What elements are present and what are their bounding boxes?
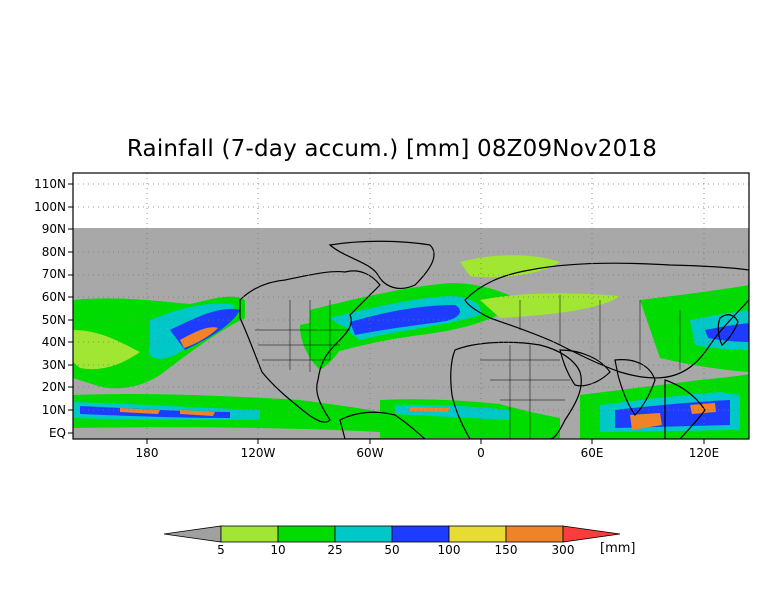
rain-pacific-lightgreen <box>73 330 140 370</box>
map-title: Rainfall (7-day accum.) [mm] 08Z09Nov201… <box>126 136 658 162</box>
rain-pacific-orange <box>180 327 218 348</box>
lat-label-60n: 60N <box>41 290 66 304</box>
rain-arctic-green <box>460 255 560 278</box>
coast-africa <box>450 341 582 439</box>
ticks <box>68 183 705 444</box>
colorbar-25-50 <box>334 525 393 543</box>
map-frame <box>72 172 750 440</box>
coast-south-america <box>339 411 426 439</box>
colorbar <box>163 525 621 543</box>
rain-atlantic-blue <box>350 305 460 335</box>
coast-japan <box>717 314 739 346</box>
lat-label-50n: 50N <box>41 313 66 327</box>
coast-india <box>614 359 656 416</box>
rain-europe <box>480 293 620 318</box>
colorbar-label-5: 5 <box>217 543 225 557</box>
borders <box>255 295 681 439</box>
lat-label-110n: 110N <box>34 177 66 191</box>
lat-label-40n: 40N <box>41 335 66 349</box>
rain-eastern-us <box>300 322 350 370</box>
lat-label-20n: 20N <box>41 380 66 394</box>
rain-fields <box>73 255 749 439</box>
rain-tropical-atlantic-orange <box>410 407 450 412</box>
map-no-data-area <box>73 173 749 228</box>
colorbar-label-50: 50 <box>384 543 400 557</box>
colorbar-unit: [mm] <box>600 541 636 556</box>
lon-label-60w: 60W <box>356 446 384 460</box>
lon-label-180: 180 <box>135 446 159 460</box>
coast-eurasia <box>464 262 749 379</box>
colorbar-150-300 <box>505 525 564 543</box>
rain-indian-ocean-orange <box>630 403 716 430</box>
lat-label-90n: 90N <box>41 222 66 236</box>
colorbar-10-25 <box>277 525 336 543</box>
colorbar-50-100 <box>391 525 450 543</box>
lat-label-10n: 10N <box>41 403 66 417</box>
colorbar-5-10 <box>220 525 279 543</box>
colorbar-label-300: 300 <box>551 543 575 557</box>
colorbar-label-25: 25 <box>327 543 343 557</box>
lon-label-120e: 120E <box>688 446 720 460</box>
colorbar-100-150 <box>448 525 507 543</box>
lat-label-eq: EQ <box>48 426 66 440</box>
lat-label-30n: 30N <box>41 358 66 372</box>
colorbar-label-10: 10 <box>270 543 286 557</box>
lat-label-70n: 70N <box>41 267 66 281</box>
lat-label-80n: 80N <box>41 245 66 259</box>
colorbar-above <box>562 525 621 543</box>
colorbar-label-150: 150 <box>494 543 518 557</box>
lon-label-60e: 60E <box>580 446 604 460</box>
colorbar-label-100: 100 <box>437 543 461 557</box>
lat-label-100n: 100N <box>34 200 66 214</box>
coast-arabia <box>559 349 611 387</box>
colorbar-below <box>163 525 222 543</box>
coast-greenland <box>328 240 435 289</box>
coast-seasia <box>664 379 706 439</box>
lon-label-120w: 120W <box>240 446 276 460</box>
lon-label-0: 0 <box>477 446 485 460</box>
